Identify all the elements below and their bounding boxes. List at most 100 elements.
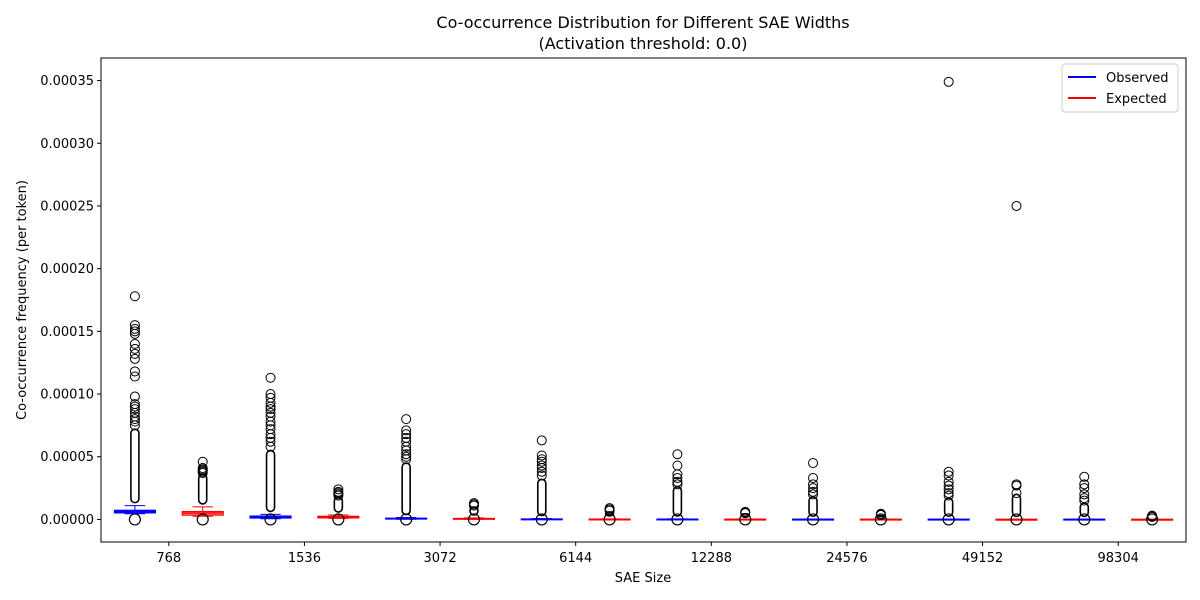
box-observed-24576 (791, 458, 835, 526)
base-marker-observed-1536 (264, 513, 277, 526)
outlier-expected-12288-2 (740, 506, 751, 517)
box-observed-12288 (656, 449, 699, 526)
outlier-expected-768-4 (197, 463, 208, 474)
y-tick-label-0: 0.00000 (40, 513, 94, 528)
legend-expected-label: Expected (1106, 92, 1167, 107)
x-tick-label-3072: 3072 (424, 551, 457, 566)
base-marker-expected-24576 (874, 513, 887, 526)
base-marker-observed-49152 (942, 513, 955, 526)
outlier-expected-768-5 (197, 456, 208, 467)
outlier-observed-3072-8 (401, 425, 412, 436)
x-tick-label-49152: 49152 (962, 551, 1003, 566)
outlier-cluster-observed-49152 (943, 497, 954, 517)
y-tick-label-3: 0.00015 (40, 325, 94, 340)
outlier-observed-98304-0 (1079, 495, 1090, 506)
outlier-observed-49152-0 (943, 490, 954, 501)
outlier-observed-98304-4 (1079, 479, 1090, 490)
outlier-observed-6144-3 (536, 460, 547, 471)
axes-frame (100, 57, 1187, 543)
outlier-observed-98304-1 (1079, 493, 1090, 504)
base-marker-expected-1536 (332, 513, 345, 526)
outlier-cluster-observed-24576 (808, 496, 818, 517)
outlier-observed-768-9 (129, 371, 140, 382)
outlier-observed-768-19 (129, 291, 140, 302)
box-expected-3072 (452, 498, 496, 526)
outlier-expected-6144-2 (604, 503, 615, 514)
outlier-observed-1536-12 (265, 392, 276, 403)
x-tick-label-24576: 24576 (826, 551, 867, 566)
box-expected-98304 (1131, 510, 1174, 526)
base-marker-observed-3072 (400, 513, 413, 526)
outlier-observed-24576-0 (808, 489, 819, 500)
outlier-observed-98304-3 (1079, 483, 1090, 494)
base-marker-observed-768 (128, 513, 142, 526)
base-marker-expected-12288 (739, 513, 752, 526)
legend-observed-label: Observed (1106, 71, 1169, 86)
outlier-observed-768-11 (129, 353, 140, 364)
outlier-observed-768-2 (129, 414, 140, 425)
box-expected-49152 (995, 200, 1038, 526)
outlier-observed-1536-8 (265, 407, 276, 418)
y-axis-label: Co-occurrence frequency (per token) (15, 180, 30, 420)
outlier-cluster-observed-98304 (1079, 502, 1090, 518)
outlier-observed-6144-4 (536, 456, 547, 467)
outlier-observed-6144-6 (536, 450, 547, 461)
outlier-observed-49152-4 (943, 476, 954, 487)
outlier-observed-98304-2 (1079, 489, 1090, 500)
outlier-cluster-expected-1536 (333, 496, 344, 513)
outlier-cluster-observed-6144 (536, 478, 547, 517)
outlier-observed-12288-5 (672, 449, 683, 460)
outlier-expected-24576-2 (875, 508, 886, 519)
outlier-observed-1536-14 (265, 372, 276, 383)
outlier-observed-49152-1 (943, 488, 954, 499)
y-tick-label-4: 0.00020 (40, 262, 94, 277)
box-expected-24576 (859, 508, 902, 526)
outlier-observed-49152-2 (943, 484, 954, 495)
legend: Observed Expected (1061, 63, 1179, 113)
outlier-expected-1536-3 (333, 486, 344, 497)
x-tick-label-98304: 98304 (1098, 551, 1139, 566)
base-marker-expected-6144 (603, 513, 616, 526)
box-observed-3072 (385, 414, 428, 526)
box-expected-1536 (317, 484, 360, 526)
outlier-cluster-expected-768 (197, 473, 208, 505)
base-marker-observed-6144 (535, 513, 548, 526)
outlier-observed-1536-7 (265, 411, 276, 422)
outlier-observed-3072-9 (401, 414, 412, 425)
box-expected-768 (181, 456, 224, 526)
base-marker-expected-3072 (467, 513, 481, 526)
outlier-observed-98304-5 (1079, 471, 1090, 482)
outlier-observed-768-12 (129, 348, 140, 359)
outlier-cluster-observed-768 (130, 428, 140, 504)
outlier-observed-6144-5 (536, 454, 547, 465)
y-tick-label-2: 0.00010 (40, 388, 94, 403)
outlier-observed-768-17 (129, 323, 140, 334)
outlier-observed-6144-1 (536, 466, 547, 477)
outlier-observed-49152-6 (943, 466, 954, 477)
outlier-expected-49152-3 (1011, 200, 1022, 211)
outlier-observed-24576-5 (808, 458, 819, 469)
outlier-observed-768-18 (129, 320, 140, 331)
box-observed-768 (113, 291, 156, 526)
chart-title-line-2: (Activation threshold: 0.0) (539, 34, 748, 53)
x-tick-label-12288: 12288 (691, 551, 732, 566)
outlier-observed-768-16 (129, 326, 140, 337)
outlier-observed-6144-7 (536, 435, 547, 446)
outlier-cluster-expected-49152 (1011, 493, 1022, 518)
outlier-expected-3072-2 (468, 498, 479, 509)
base-marker-observed-98304 (1078, 513, 1091, 526)
outlier-observed-24576-1 (808, 486, 819, 497)
outlier-observed-24576-4 (808, 473, 819, 484)
outlier-observed-768-10 (129, 366, 140, 377)
outlier-observed-1536-13 (265, 389, 276, 400)
outlier-observed-24576-3 (808, 479, 819, 490)
box-expected-12288 (724, 506, 767, 526)
plot-area (113, 76, 1174, 526)
box-observed-98304 (1063, 471, 1106, 526)
outlier-observed-12288-1 (672, 476, 683, 487)
outlier-observed-49152-5 (943, 470, 954, 481)
outlier-observed-3072-5 (401, 436, 412, 447)
box-observed-1536 (249, 372, 292, 526)
